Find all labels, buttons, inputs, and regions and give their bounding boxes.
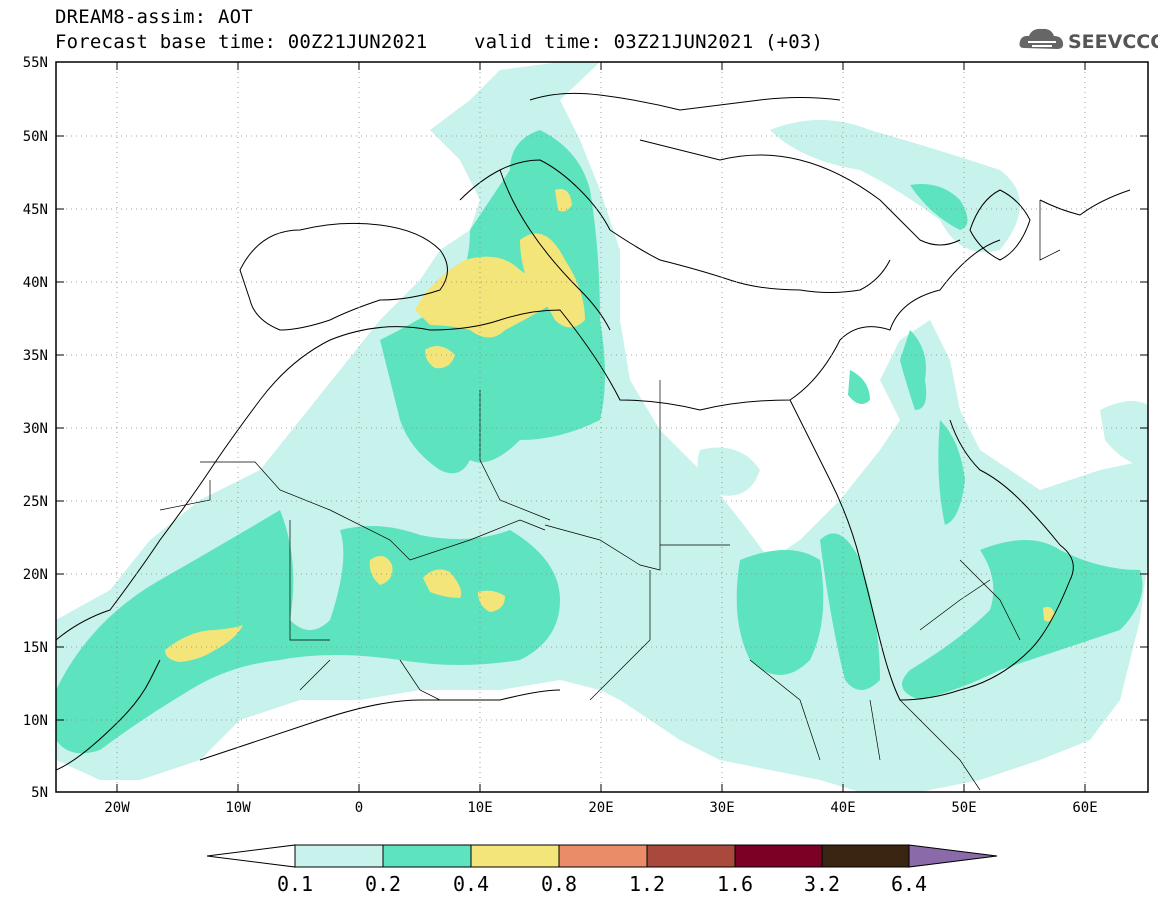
lon-label: 10E (467, 800, 492, 816)
coastlines (56, 92, 1131, 771)
chart-subtitle: Forecast base time: 00Z21JUN2021 valid t… (55, 31, 824, 53)
lat-label: 15N (23, 640, 48, 656)
latitude-labels: 55N 50N 45N 40N 35N 30N 25N 20N 15N 10N … (23, 55, 48, 801)
colorbar-labels: 0.1 0.2 0.4 0.8 1.2 1.6 3.2 6.4 (277, 872, 927, 896)
colorbar-label: 1.6 (717, 872, 753, 896)
lat-label: 45N (23, 202, 48, 218)
graticule (56, 62, 1148, 792)
lon-label: 60E (1072, 800, 1097, 816)
colorbar-label: 1.2 (629, 872, 665, 896)
colorbar-segment (821, 844, 910, 868)
colorbar-segment (558, 844, 648, 868)
lat-label: 10N (23, 713, 48, 729)
lat-label: 5N (31, 785, 48, 801)
cloud-icon (1019, 28, 1064, 49)
lon-label: 30E (709, 800, 734, 816)
colorbar-min-arrow (206, 844, 296, 868)
lon-label: 0 (355, 800, 363, 816)
borders (159, 200, 1061, 791)
colorbar-label: 6.4 (891, 872, 927, 896)
longitude-labels: 20W 10W 0 10E 20E 30E 40E 50E 60E (104, 800, 1097, 816)
colorbar-segment (382, 844, 472, 868)
colorbar-label: 3.2 (804, 872, 840, 896)
logo-text: SEEVCCC (1068, 31, 1158, 53)
colorbar (206, 844, 998, 868)
colorbar-label: 0.2 (365, 872, 401, 896)
colorbar-label: 0.1 (277, 872, 313, 896)
colorbar-label: 0.4 (453, 872, 489, 896)
seevccc-logo: SEEVCCC (1019, 28, 1158, 53)
lat-label: 20N (23, 567, 48, 583)
colorbar-segment (294, 844, 384, 868)
lon-label: 50E (951, 800, 976, 816)
axis-ticks (56, 61, 1148, 793)
chart-title: DREAM8-assim: AOT (55, 6, 253, 28)
colorbar-segment (734, 844, 823, 868)
colorbar-segment (646, 844, 736, 868)
aot-field (56, 62, 1148, 792)
map-frame (55, 61, 1149, 793)
lat-label: 35N (23, 348, 48, 364)
lon-label: 10W (225, 800, 251, 816)
lon-label: 40E (830, 800, 855, 816)
aot-level-0.4 (165, 189, 1055, 662)
lat-label: 40N (23, 275, 48, 291)
lat-label: 55N (23, 55, 48, 71)
lat-label: 50N (23, 129, 48, 145)
colorbar-max-arrow (908, 844, 998, 868)
lat-label: 25N (23, 494, 48, 510)
lon-label: 20W (104, 800, 130, 816)
colorbar-segment (470, 844, 560, 868)
lat-label: 30N (23, 421, 48, 437)
lon-label: 20E (588, 800, 613, 816)
colorbar-label: 0.8 (541, 872, 577, 896)
